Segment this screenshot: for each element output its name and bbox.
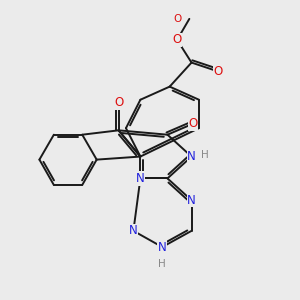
Text: N: N (187, 194, 196, 207)
Text: O: O (213, 65, 222, 78)
Text: O: O (173, 14, 182, 24)
Text: O: O (188, 117, 197, 130)
Text: H: H (201, 150, 209, 160)
Text: O: O (114, 96, 123, 109)
Text: N: N (136, 172, 145, 185)
Text: H: H (158, 259, 166, 269)
Text: N: N (158, 241, 167, 254)
Text: N: N (187, 150, 196, 163)
Text: N: N (129, 224, 138, 237)
Text: O: O (172, 33, 182, 46)
